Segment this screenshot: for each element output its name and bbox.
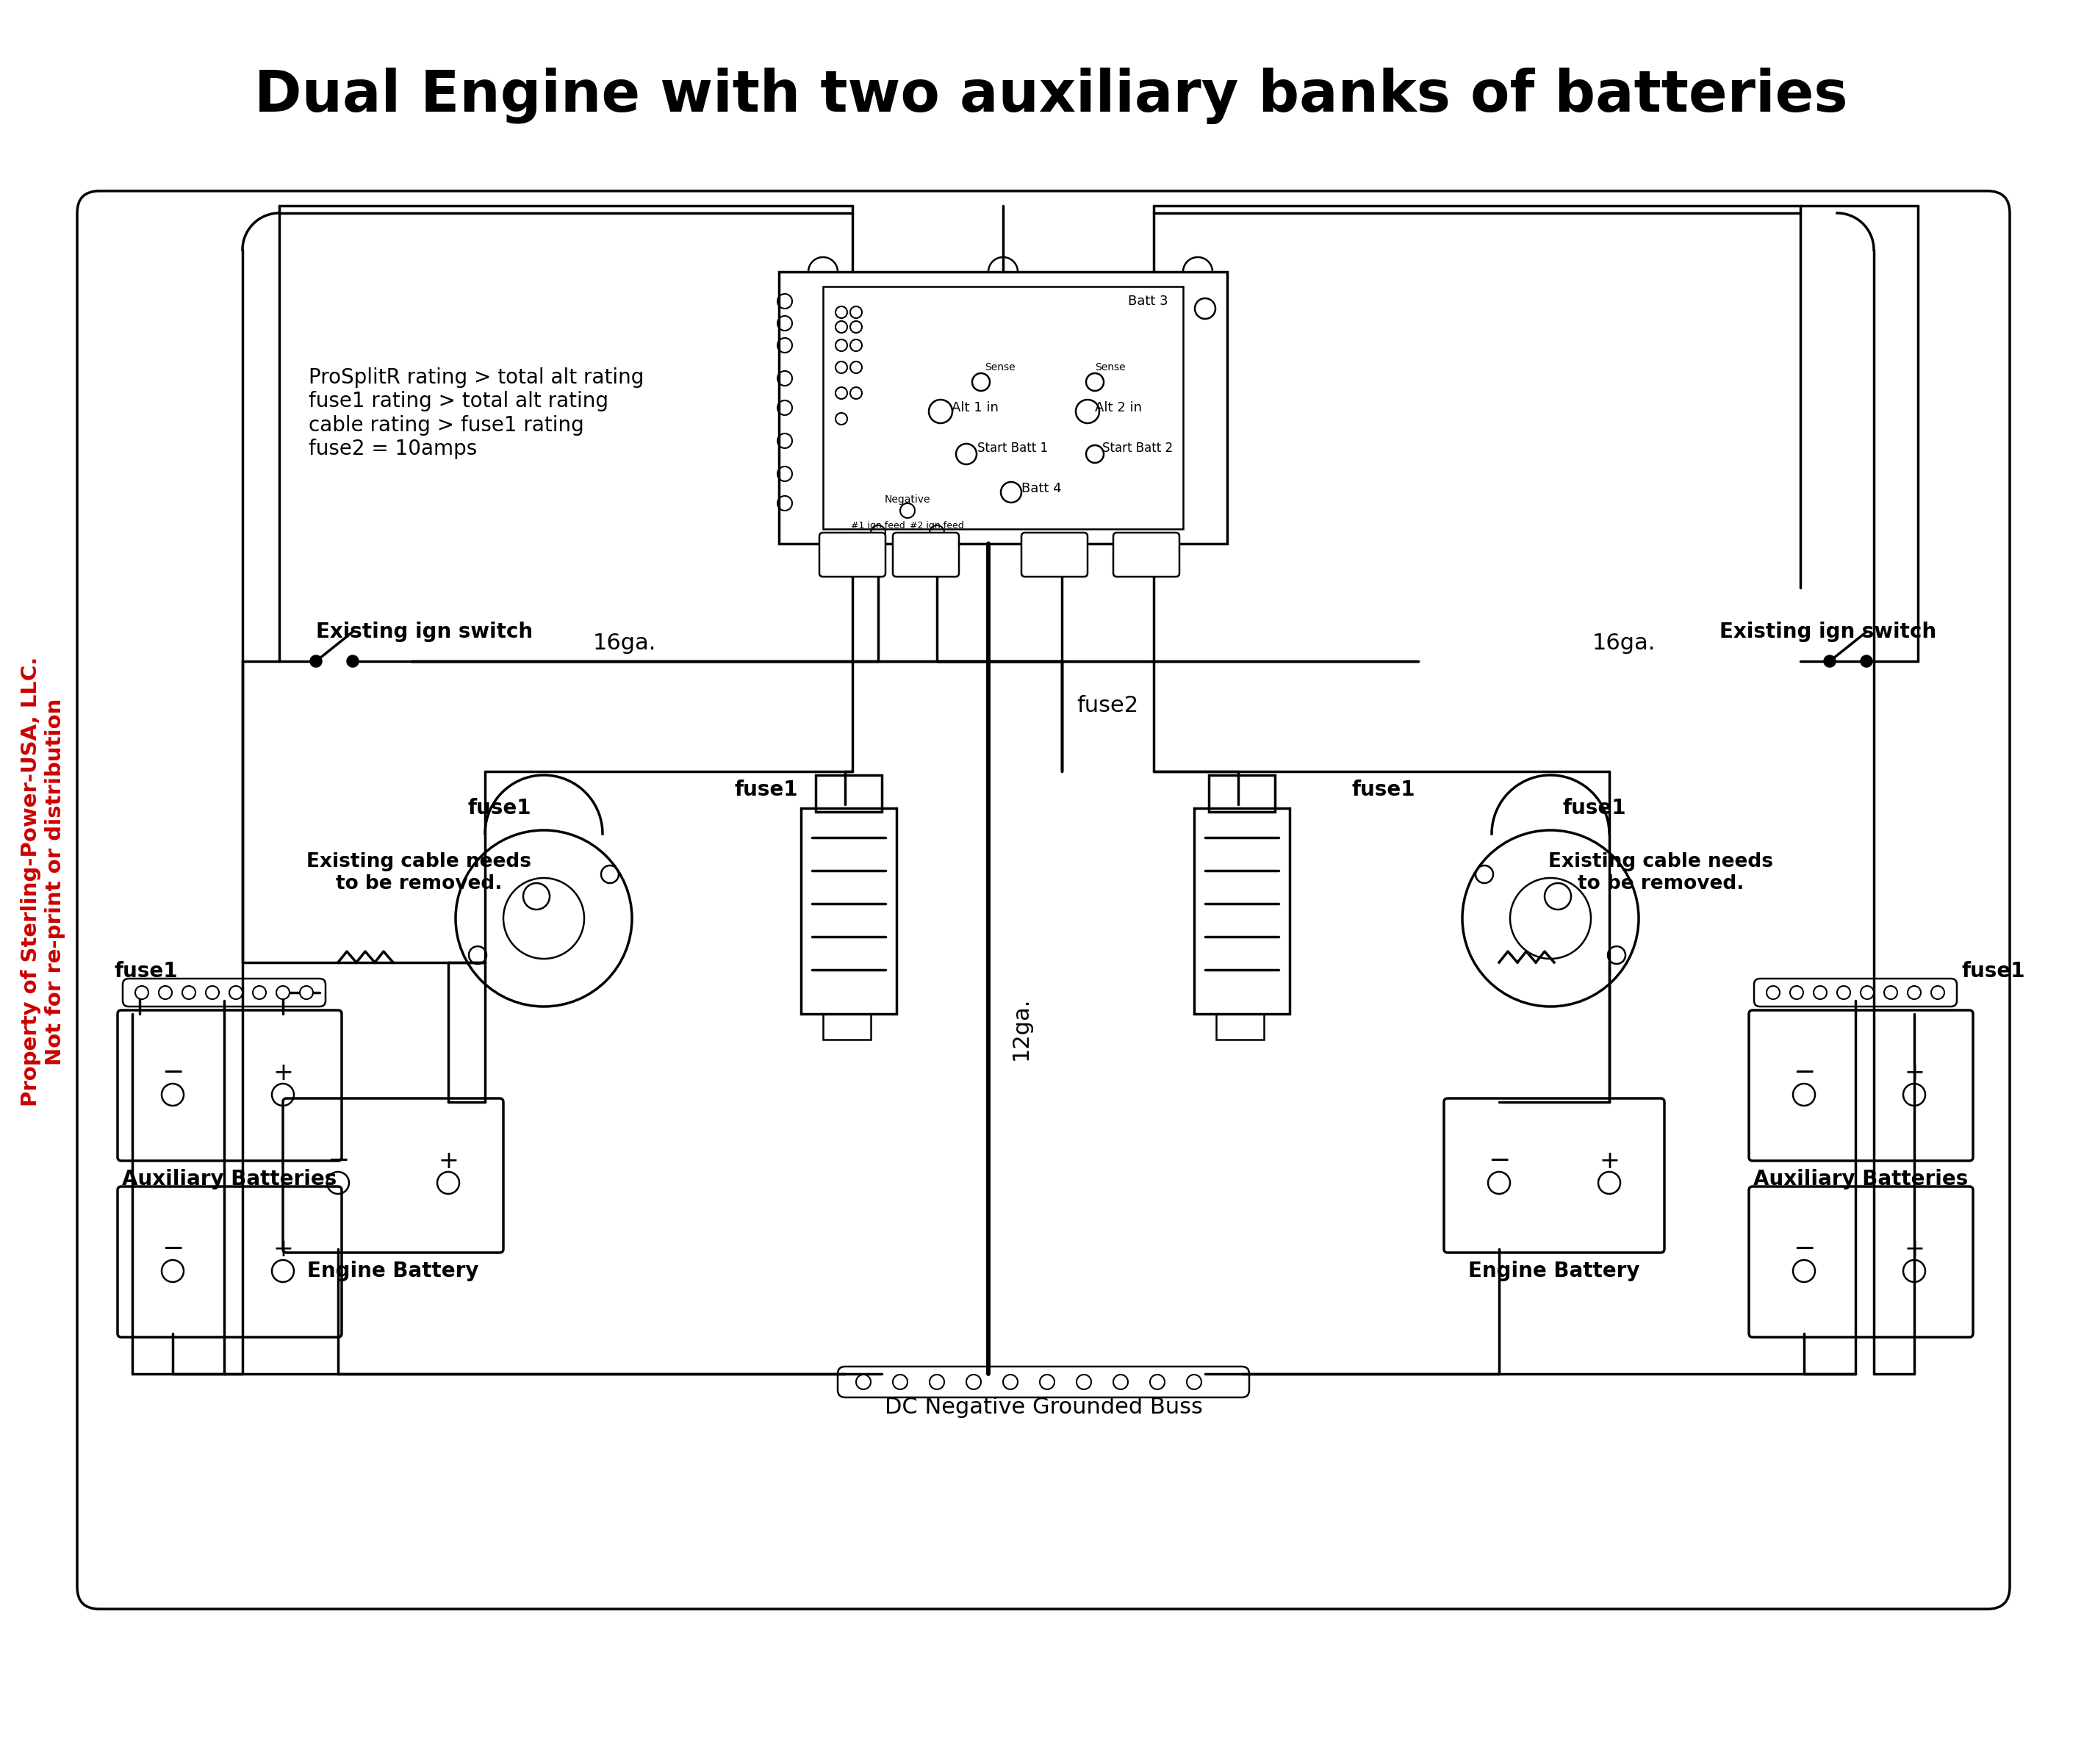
Circle shape	[966, 1374, 980, 1390]
FancyBboxPatch shape	[892, 533, 960, 577]
Bar	[1194, 808, 1291, 1014]
Circle shape	[1883, 986, 1898, 998]
Circle shape	[228, 986, 243, 998]
Text: Engine Battery: Engine Battery	[308, 1261, 480, 1281]
Text: fuse1: fuse1	[1351, 780, 1416, 801]
Text: Existing cable needs
to be removed.: Existing cable needs to be removed.	[1548, 852, 1772, 893]
Text: Alt 2 in: Alt 2 in	[1096, 400, 1142, 415]
Text: Alt 1 in: Alt 1 in	[951, 400, 999, 415]
Circle shape	[1825, 656, 1835, 667]
Circle shape	[1837, 986, 1850, 998]
Bar	[823, 1014, 872, 1039]
Text: Sense: Sense	[985, 362, 1016, 372]
Text: Existing ign switch: Existing ign switch	[1720, 621, 1936, 642]
Circle shape	[1077, 1374, 1091, 1390]
Circle shape	[1860, 986, 1873, 998]
Text: Start Batt 1: Start Batt 1	[978, 441, 1048, 455]
Circle shape	[1909, 986, 1921, 998]
Text: 12ga.: 12ga.	[1010, 997, 1031, 1060]
Text: Engine Battery: Engine Battery	[1469, 1261, 1640, 1281]
Text: Batt 4: Batt 4	[1022, 482, 1062, 496]
Text: fuse1: fuse1	[735, 780, 798, 801]
Text: −: −	[327, 1148, 350, 1173]
Text: +: +	[272, 1237, 293, 1261]
Text: +: +	[1904, 1237, 1925, 1261]
Text: +: +	[272, 1060, 293, 1085]
Text: Not for re-print or distribution: Not for re-print or distribution	[44, 699, 65, 1065]
Text: fuse1: fuse1	[1963, 961, 2026, 981]
Circle shape	[1112, 1374, 1127, 1390]
Text: ProSplitR rating > total alt rating
fuse1 rating > total alt rating
cable rating: ProSplitR rating > total alt rating fuse…	[308, 367, 643, 459]
Text: +: +	[1904, 1060, 1925, 1085]
Text: −: −	[161, 1237, 184, 1261]
Text: #2 ign feed: #2 ign feed	[909, 520, 964, 529]
Text: −: −	[1793, 1060, 1814, 1085]
Circle shape	[182, 986, 195, 998]
Bar	[815, 774, 882, 811]
Text: Negative: Negative	[884, 494, 930, 505]
Text: Sense: Sense	[1096, 362, 1125, 372]
Circle shape	[1860, 656, 1871, 667]
FancyBboxPatch shape	[819, 533, 886, 577]
Text: 16ga.: 16ga.	[593, 632, 656, 653]
Text: Auxiliary Batteries: Auxiliary Batteries	[1754, 1170, 1967, 1189]
Text: fuse1: fuse1	[467, 797, 532, 818]
FancyBboxPatch shape	[1022, 533, 1087, 577]
Text: −: −	[1793, 1237, 1814, 1261]
Bar	[1209, 774, 1276, 811]
Bar	[779, 272, 1228, 543]
Text: −: −	[161, 1060, 184, 1085]
Text: fuse1: fuse1	[113, 961, 178, 981]
Circle shape	[1039, 1374, 1054, 1390]
Text: #1 ign feed: #1 ign feed	[851, 520, 905, 529]
Bar	[1215, 1014, 1263, 1039]
Circle shape	[136, 986, 149, 998]
Bar	[800, 808, 897, 1014]
Circle shape	[1150, 1374, 1165, 1390]
Circle shape	[1766, 986, 1781, 998]
Text: +: +	[1598, 1148, 1619, 1173]
Circle shape	[253, 986, 266, 998]
Circle shape	[277, 986, 289, 998]
Circle shape	[1004, 1374, 1018, 1390]
Circle shape	[159, 986, 172, 998]
Text: Start Batt 2: Start Batt 2	[1102, 441, 1173, 455]
Circle shape	[205, 986, 220, 998]
Circle shape	[348, 656, 358, 667]
Bar	[823, 286, 1184, 529]
Circle shape	[1186, 1374, 1200, 1390]
Circle shape	[1814, 986, 1827, 998]
Text: 16ga.: 16ga.	[1592, 632, 1655, 653]
Text: +: +	[438, 1148, 459, 1173]
FancyBboxPatch shape	[1112, 533, 1179, 577]
Text: Existing ign switch: Existing ign switch	[316, 621, 532, 642]
Circle shape	[857, 1374, 872, 1390]
Circle shape	[310, 656, 321, 667]
Circle shape	[892, 1374, 907, 1390]
Text: Existing cable needs
to be removed.: Existing cable needs to be removed.	[306, 852, 532, 893]
Text: fuse2: fuse2	[1077, 695, 1138, 716]
Text: DC Negative Grounded Buss: DC Negative Grounded Buss	[884, 1397, 1203, 1418]
Text: Dual Engine with two auxiliary banks of batteries: Dual Engine with two auxiliary banks of …	[253, 67, 1848, 123]
Circle shape	[930, 1374, 945, 1390]
Circle shape	[1932, 986, 1944, 998]
Text: fuse1: fuse1	[1563, 797, 1626, 818]
Circle shape	[300, 986, 312, 998]
Text: Auxiliary Batteries: Auxiliary Batteries	[122, 1170, 337, 1189]
Text: Property of Sterling-Power-USA, LLC.: Property of Sterling-Power-USA, LLC.	[21, 656, 42, 1106]
Circle shape	[1789, 986, 1804, 998]
Text: Batt 3: Batt 3	[1129, 295, 1169, 309]
Text: −: −	[1487, 1148, 1510, 1173]
